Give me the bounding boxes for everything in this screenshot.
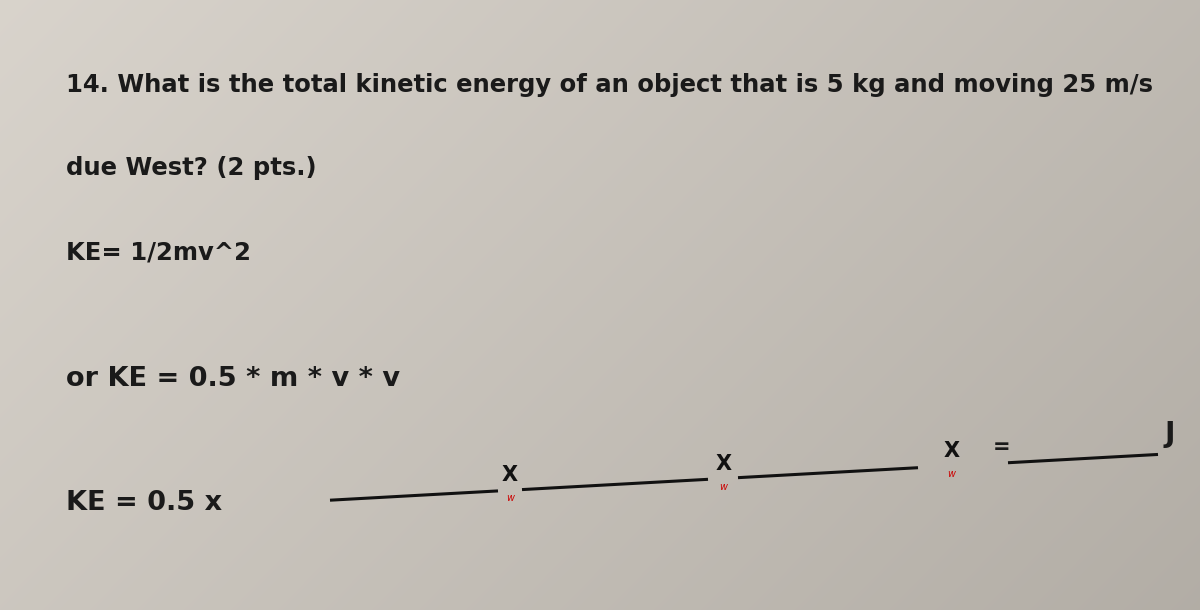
Text: w: w [948, 469, 955, 479]
Text: X: X [943, 441, 960, 461]
Text: KE = 0.5 x: KE = 0.5 x [66, 490, 222, 516]
Text: J: J [1165, 420, 1175, 448]
Text: KE= 1/2mv^2: KE= 1/2mv^2 [66, 241, 251, 265]
Text: 14. What is the total kinetic energy of an object that is 5 kg and moving 25 m/s: 14. What is the total kinetic energy of … [66, 73, 1153, 97]
Text: X: X [502, 465, 518, 486]
Text: or KE = 0.5 * m * v * v: or KE = 0.5 * m * v * v [66, 366, 400, 392]
Text: due West? (2 pts.): due West? (2 pts.) [66, 156, 317, 179]
Text: w: w [720, 481, 727, 492]
Text: =: = [994, 437, 1010, 457]
Text: w: w [506, 493, 514, 503]
Text: X: X [715, 454, 732, 473]
